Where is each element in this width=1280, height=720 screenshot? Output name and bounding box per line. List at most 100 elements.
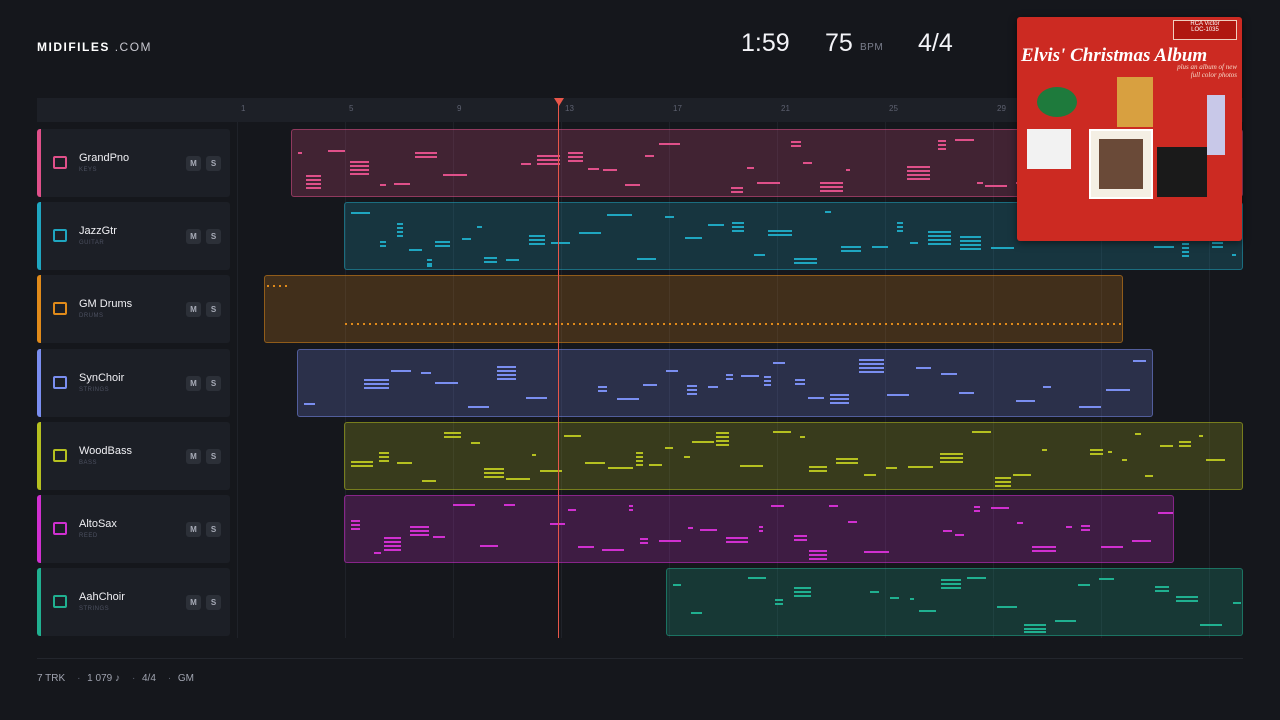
note [732,230,744,233]
note [621,323,623,326]
note [350,165,369,167]
mute-button[interactable]: M [186,595,201,611]
note [795,323,797,326]
mute-button[interactable]: M [186,448,201,464]
mute-button[interactable]: M [186,375,201,391]
ruler-number: 1 [241,104,246,113]
solo-button[interactable]: S [206,375,221,391]
note [1013,473,1031,476]
tempo-unit: BPM [860,42,884,53]
note [688,527,693,529]
note [399,323,401,326]
note [598,389,607,392]
note [1158,512,1173,514]
note [928,235,951,238]
note [384,549,401,551]
note [380,184,386,186]
ruler-number: 17 [673,104,682,113]
note [692,440,714,443]
note [791,145,801,147]
note [1182,243,1189,246]
note [304,402,315,405]
note [747,167,754,169]
note [459,323,461,326]
color-stripe [37,495,41,563]
note [345,323,347,326]
note [651,323,653,326]
note [960,236,981,239]
note [1083,323,1085,326]
note [351,460,373,463]
mute-button[interactable]: M [186,156,201,171]
note [907,178,930,180]
note [444,431,461,434]
note [687,323,689,326]
note [384,545,401,547]
mute-button[interactable]: M [186,522,201,537]
note [1078,584,1090,587]
note [279,285,281,288]
solo-button[interactable]: S [206,302,221,318]
note [585,323,587,326]
note [537,323,539,326]
solo-button[interactable]: S [206,522,221,537]
note [1029,323,1031,326]
mute-button[interactable]: M [186,302,201,318]
note [1011,323,1013,326]
grid-line [345,122,346,638]
footer-stat: 7 TRK [37,673,66,684]
separator: · [131,673,136,684]
note [717,323,719,326]
note [351,323,353,326]
note [685,237,702,240]
note [807,323,809,326]
note [649,463,662,466]
note [1155,590,1169,593]
note [775,603,783,606]
track-header: SynChoir STRINGS M S [37,348,230,417]
note [928,243,951,246]
note [801,323,803,326]
note [568,160,583,162]
solo-button[interactable]: S [206,229,221,245]
note [615,323,617,326]
time: 1:59 [741,29,790,57]
ruler-number: 5 [349,104,354,113]
note [969,323,971,326]
note [578,546,594,548]
note [759,526,763,528]
note [773,361,785,364]
note [423,323,425,326]
note [960,248,981,251]
note [921,323,923,326]
note [764,383,771,386]
note [794,262,817,265]
note [1155,586,1169,589]
note [963,323,965,326]
tempo: 75 [825,29,853,57]
note [410,530,429,532]
note [504,504,515,506]
mute-button[interactable]: M [186,229,201,245]
note [453,323,455,326]
track-category: BASS [79,459,98,466]
solo-button[interactable]: S [206,156,221,171]
grid-line [453,122,454,638]
note [993,323,995,326]
note [675,323,677,326]
note [861,323,863,326]
gift [1207,95,1225,155]
note [364,386,389,389]
note [374,552,381,554]
ruler-number: 25 [889,104,898,113]
solo-button[interactable]: S [206,595,221,611]
note [1071,323,1073,326]
solo-button[interactable]: S [206,448,221,464]
note [480,545,498,547]
note [1081,525,1090,527]
note [687,392,697,395]
note [665,446,673,449]
note [477,323,479,326]
note [940,460,963,463]
note [768,234,792,237]
